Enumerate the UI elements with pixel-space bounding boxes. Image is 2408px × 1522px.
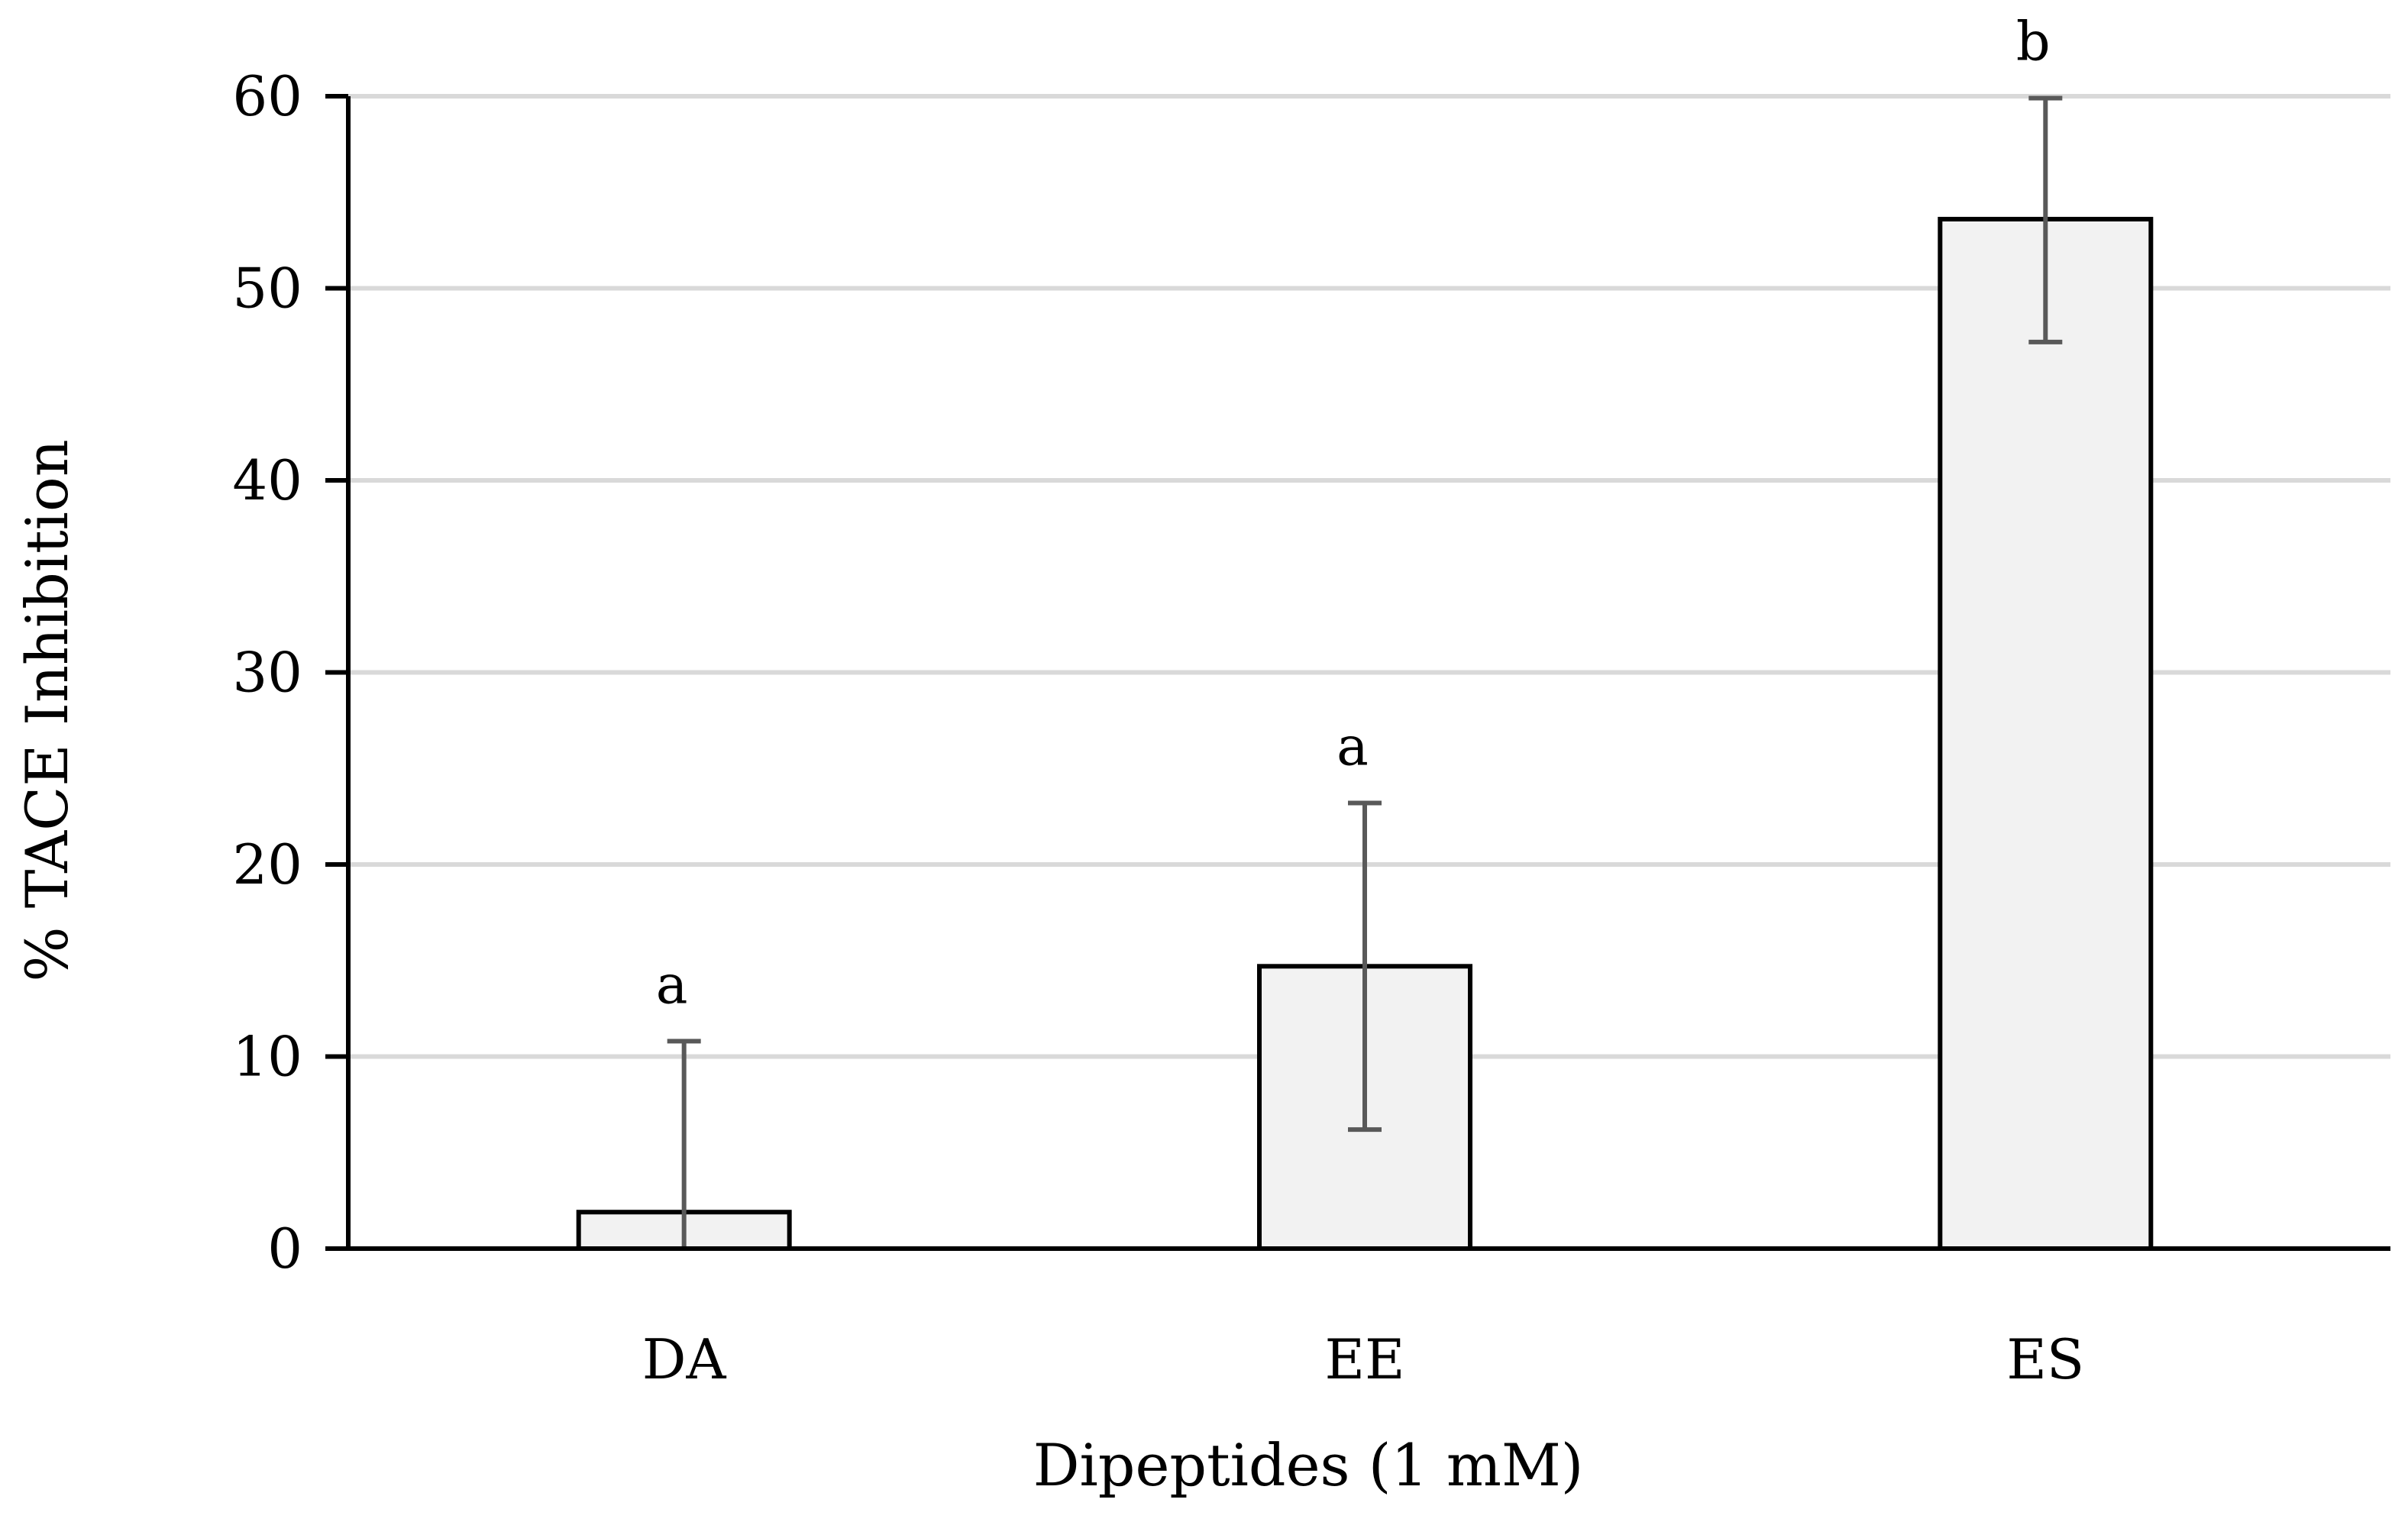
y-tick-label: 40 xyxy=(232,448,302,512)
bars xyxy=(576,216,2154,1252)
y-tick-label: 10 xyxy=(232,1025,302,1089)
significance-label: a xyxy=(1337,716,1369,778)
significance-label: b xyxy=(2016,11,2051,73)
significance-label: a xyxy=(656,953,688,1016)
y-tick-label: 30 xyxy=(232,641,302,705)
x-tick-label: DA xyxy=(642,1327,727,1391)
y-tick-label: 60 xyxy=(232,64,302,128)
y-tick-label: 50 xyxy=(232,257,302,321)
x-tick-labels: DA EE ES xyxy=(642,1327,2084,1391)
y-tick-labels: 0 10 20 30 40 50 60 xyxy=(232,64,348,1281)
y-axis-title: % TACE Inhibition xyxy=(13,439,81,981)
bar xyxy=(1938,216,2154,1252)
x-tick-label: ES xyxy=(2006,1327,2084,1391)
y-tick-label: 20 xyxy=(232,832,302,897)
significance-labels: a a b xyxy=(656,11,2051,1016)
x-axis-title: Dipeptides (1 mM) xyxy=(1033,1431,1584,1499)
error-bars xyxy=(667,95,2063,1249)
y-tick-label: 0 xyxy=(267,1217,302,1281)
x-tick-label: EE xyxy=(1324,1327,1404,1391)
